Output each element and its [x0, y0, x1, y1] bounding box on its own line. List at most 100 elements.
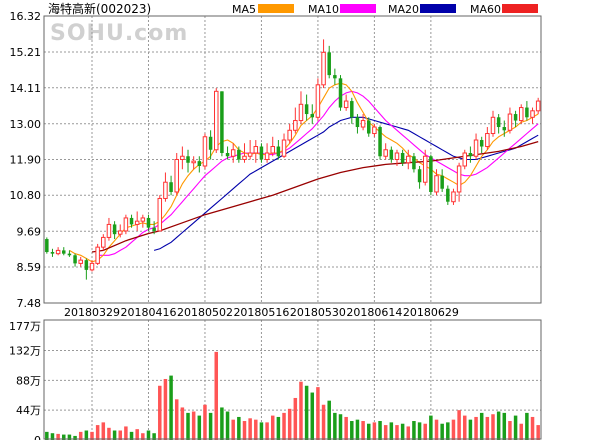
volume-bar — [451, 419, 456, 440]
candle-body-up — [117, 230, 123, 235]
volume-bar — [169, 375, 173, 440]
candle-body-up — [140, 217, 146, 222]
volume-bar — [90, 431, 94, 440]
volume-bar — [333, 412, 337, 440]
volume-bar — [45, 431, 49, 440]
candle-body-up — [507, 113, 513, 131]
candle-body-down — [220, 91, 224, 154]
legend-label-0: MA5 — [232, 3, 256, 16]
candle-body-down — [197, 161, 202, 166]
candle-body-down — [525, 107, 529, 118]
candle-body-down — [237, 149, 241, 160]
candle-body-up — [242, 155, 247, 160]
candle-body-down — [333, 75, 337, 79]
volume-panel-border — [43, 319, 542, 440]
volume-bar — [468, 419, 473, 440]
candle-body-up — [253, 146, 259, 154]
volume-bar — [299, 381, 303, 440]
volume-bar — [502, 412, 507, 440]
candle-body-up — [298, 103, 304, 122]
candle-body-up — [101, 236, 106, 248]
volume-bar — [265, 422, 269, 440]
legend: MA5 MA10 MA20 MA60 — [232, 3, 538, 16]
candle-body-down — [400, 153, 405, 163]
date-axis: 20180329 20180416 20180502 20180516 20180530… — [64, 306, 459, 319]
candle-body-down — [502, 127, 507, 131]
volume-bar — [282, 412, 286, 440]
volume-bar — [95, 425, 100, 440]
volume-bar — [152, 433, 156, 440]
candle-body-down — [468, 153, 473, 157]
volume-bar — [474, 416, 478, 440]
candle-body-up — [490, 116, 496, 135]
volume-bar — [163, 378, 168, 440]
volume-bar — [73, 435, 77, 440]
date-label: 20180516 — [233, 306, 289, 319]
volume-bar — [254, 419, 258, 440]
volume-bar — [129, 431, 134, 440]
legend-swatch-3 — [502, 4, 538, 13]
candle-body-down — [310, 114, 315, 118]
date-label: 20180416 — [120, 306, 176, 319]
volume-tick: 0 — [34, 434, 41, 440]
candle-body-up — [264, 152, 270, 161]
price-tick: 16.32 — [10, 10, 42, 23]
volume-bar — [141, 433, 145, 440]
volume-bar — [62, 434, 66, 440]
volume-bar — [237, 416, 241, 440]
candle-body-up — [343, 100, 349, 109]
volume-bar — [417, 422, 422, 440]
candle-body-up — [321, 51, 326, 86]
candle-body-down — [440, 175, 444, 189]
candle-body-up — [462, 152, 468, 167]
price-tick: 9.69 — [17, 225, 42, 238]
volume-bar — [338, 414, 343, 440]
volume-bar — [135, 429, 139, 440]
volume-bar — [293, 397, 298, 440]
volume-axis: 177万 132万 88万 44万 0 — [9, 320, 41, 440]
volume-bar — [220, 407, 224, 440]
candle-body-up — [281, 139, 287, 157]
legend-swatch-1 — [340, 4, 376, 13]
candle-body-up — [394, 152, 400, 161]
volume-bar — [107, 427, 111, 440]
candle-body-up — [530, 110, 535, 118]
candle-body-down — [186, 156, 190, 163]
candle-body-up — [518, 107, 524, 122]
candle-body-down — [152, 227, 156, 231]
date-label: 20180502 — [177, 306, 233, 319]
price-tick: 15.21 — [10, 46, 42, 59]
candle-body-up — [372, 126, 377, 135]
candle-body-down — [304, 104, 309, 115]
volume-bar — [355, 419, 360, 440]
volume-bar — [101, 422, 106, 440]
candle-body-down — [259, 146, 264, 160]
candle-body-down — [146, 217, 151, 228]
date-label: 20180530 — [290, 306, 346, 319]
candle-body-up — [270, 146, 275, 154]
price-panel-border — [43, 15, 542, 304]
volume-tick: 44万 — [16, 404, 41, 417]
candle-body-up — [473, 139, 479, 157]
candle-body-up — [247, 152, 253, 157]
legend-label-2: MA20 — [388, 3, 419, 16]
candle-body-down — [112, 224, 117, 235]
price-tick: 8.59 — [17, 261, 42, 274]
candle-body-down — [389, 149, 394, 160]
volume-bar — [197, 415, 202, 440]
price-tick: 10.80 — [10, 189, 42, 202]
candle-body-up — [422, 155, 428, 183]
candle-body-down — [225, 153, 230, 157]
chart-frame — [43, 15, 542, 440]
volume-bar — [186, 412, 190, 440]
volume-bar — [383, 425, 388, 440]
candle-body-up — [456, 165, 462, 193]
candle-body-down — [429, 156, 433, 192]
candle-body-down — [67, 253, 72, 256]
candle-body-up — [55, 249, 61, 255]
volume-bar — [519, 423, 523, 440]
gridlines — [44, 16, 541, 440]
volume-bar — [118, 430, 122, 440]
candle-body-up — [180, 155, 185, 160]
volume-bar — [395, 425, 399, 440]
